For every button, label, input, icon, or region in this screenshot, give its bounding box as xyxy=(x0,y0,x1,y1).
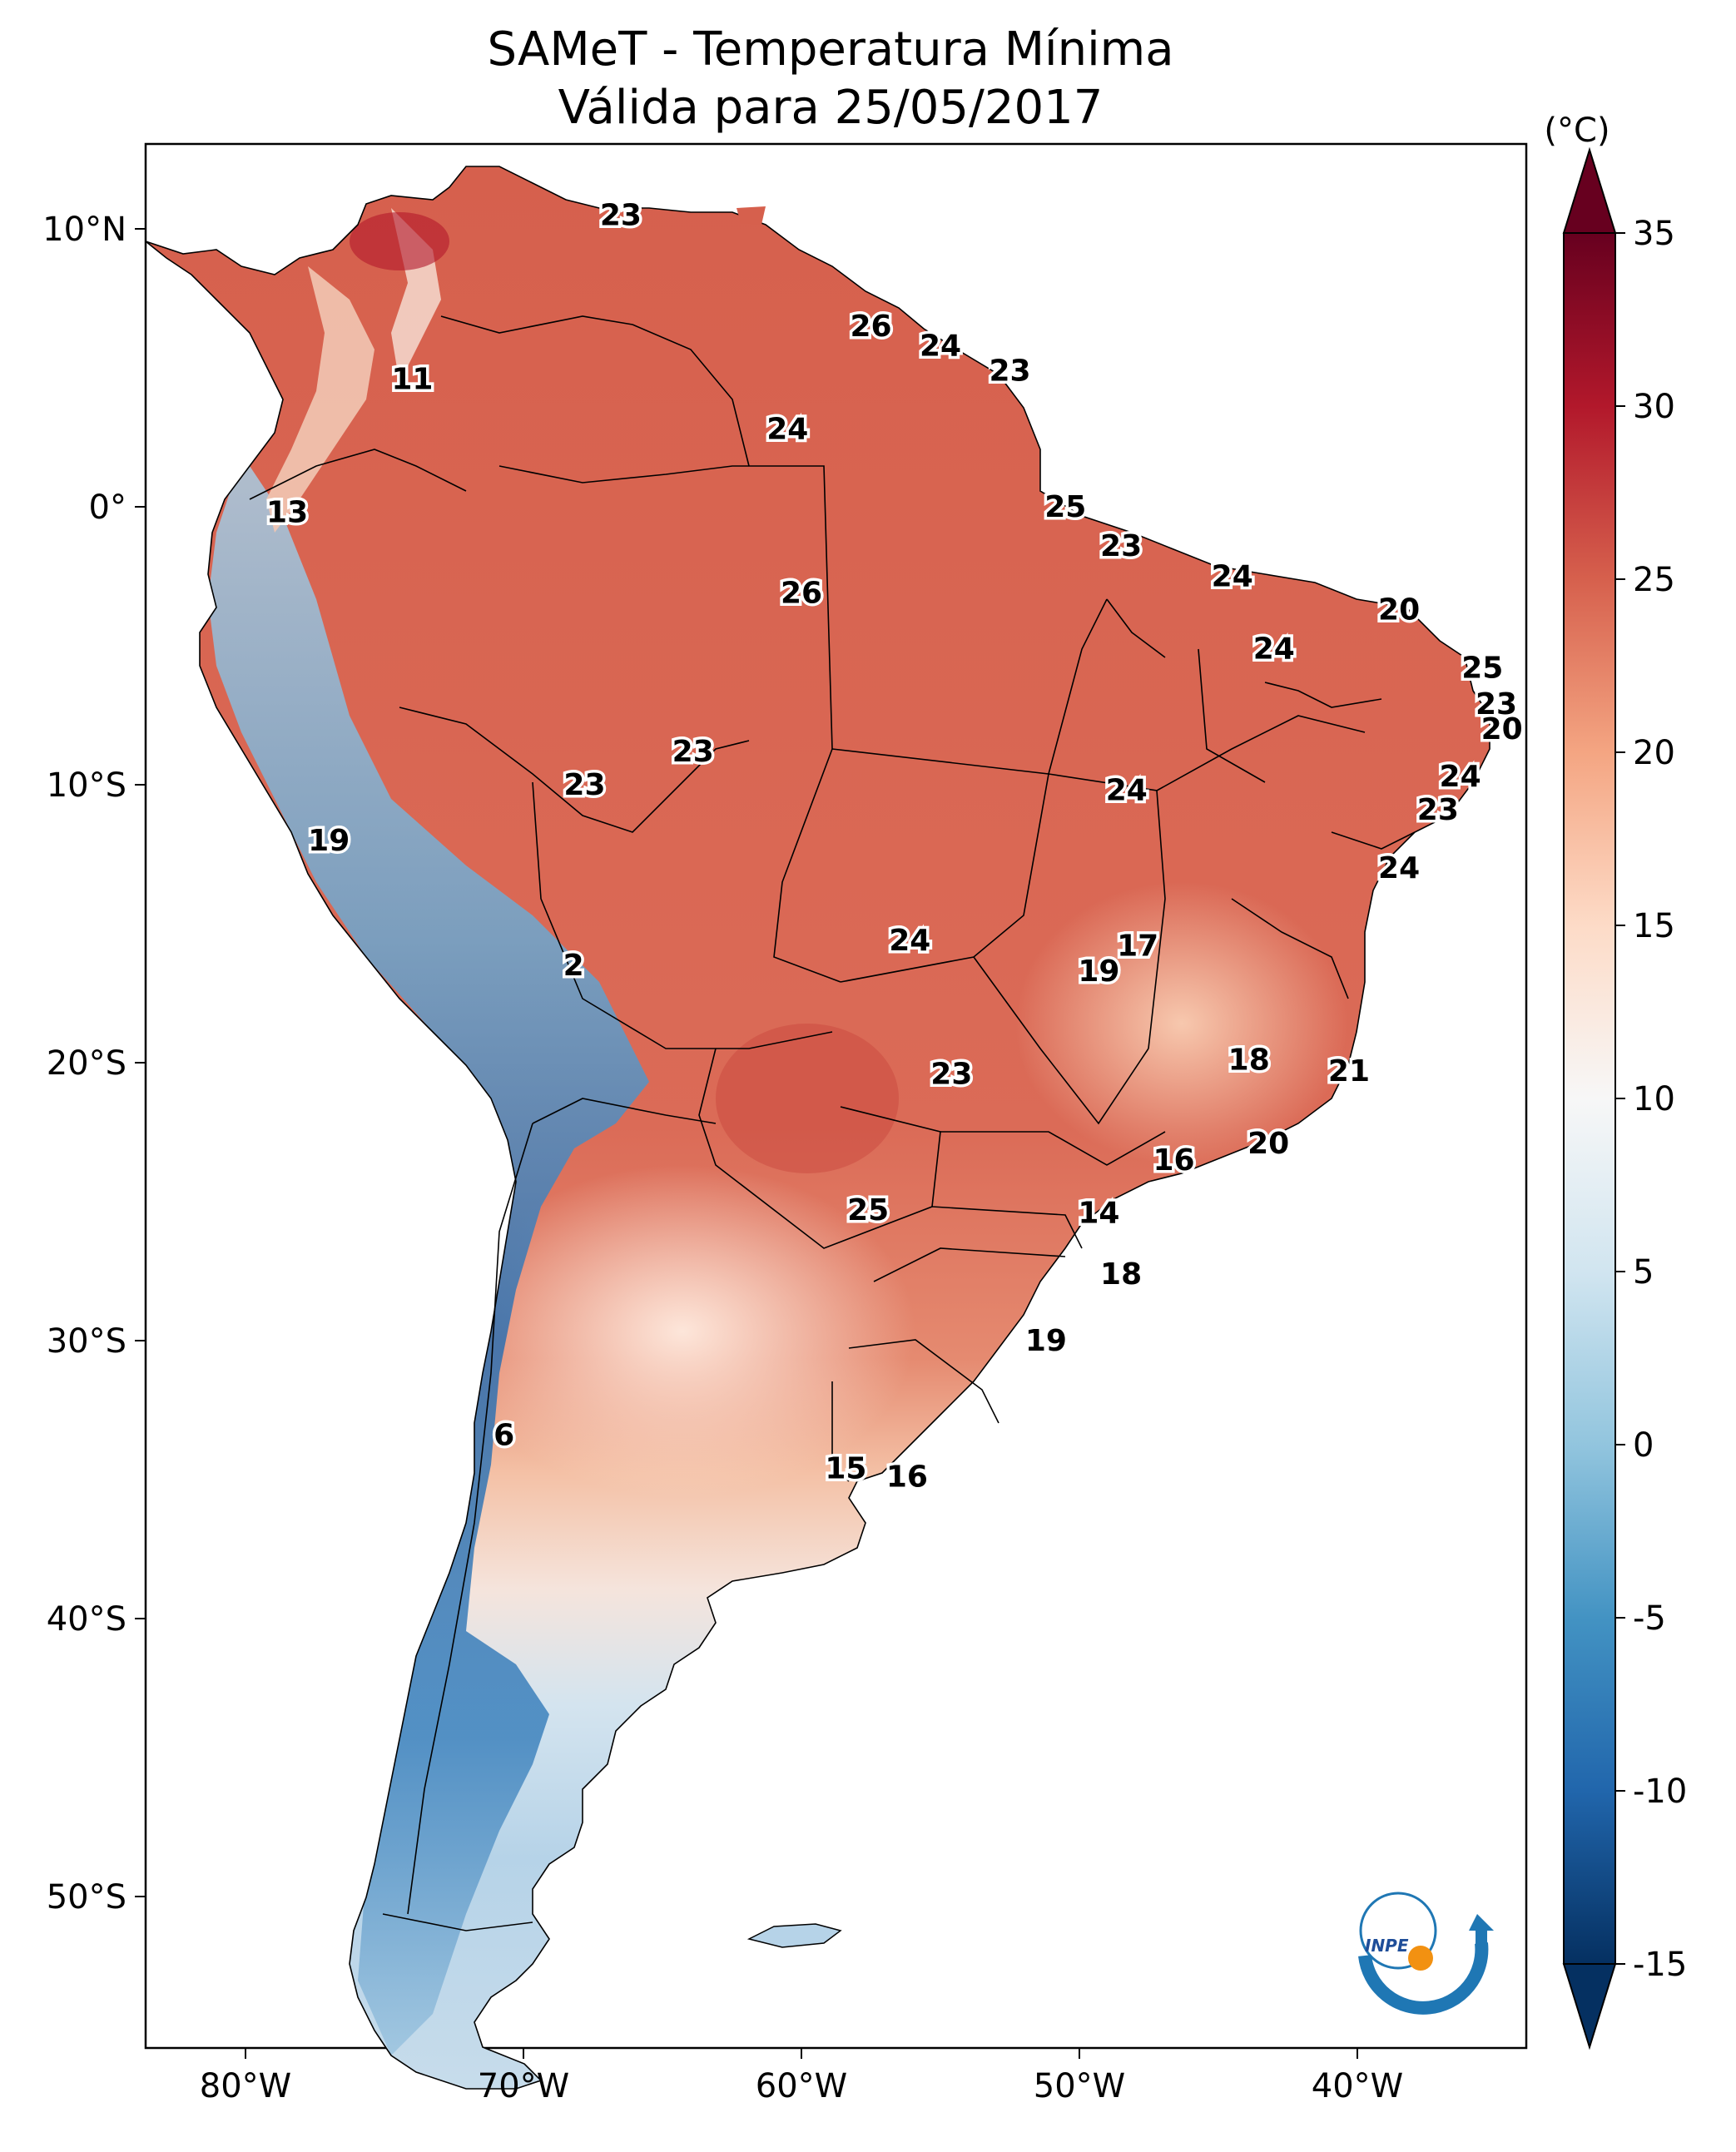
colorbar-tick-label: -15 xyxy=(1633,1946,1687,1984)
colorbar-tick-label: -5 xyxy=(1633,1599,1666,1638)
logo-arrow-icon xyxy=(1469,1914,1494,1931)
islands xyxy=(737,206,842,1948)
lon-tick-label: 70°W xyxy=(478,2067,569,2105)
colorbar-tick-label: 5 xyxy=(1633,1253,1654,1292)
political-borders xyxy=(249,315,1416,1931)
colorbar-tick-label: 35 xyxy=(1633,215,1675,253)
station-value-label: 6 xyxy=(494,1419,514,1453)
station-value-label: 16 xyxy=(886,1460,928,1495)
temperature-field xyxy=(145,166,1490,2090)
station-value-label: 23 xyxy=(1417,793,1459,827)
colorbar-gradient xyxy=(1563,232,1616,1965)
station-value-label: 14 xyxy=(1078,1196,1119,1230)
colorbar-tick-label: 20 xyxy=(1633,734,1675,772)
colorbar-unit: (°C) xyxy=(1544,112,1610,150)
logo-text: INPE xyxy=(1365,1936,1409,1956)
lon-tick-label: 40°W xyxy=(1312,2067,1403,2105)
station-value-label: 21 xyxy=(1328,1054,1370,1088)
station-value-label: 24 xyxy=(889,924,930,958)
station-value-label: 16 xyxy=(1153,1143,1195,1178)
lat-tick-label: 0° xyxy=(89,488,126,527)
colorbar-ticks: 35 30 25 20 15 10 5 0 -5 -10 -15 xyxy=(1615,215,1687,1984)
station-value-label: 19 xyxy=(308,824,350,858)
colorbar-tick-label: 15 xyxy=(1633,907,1675,945)
lat-tick-label: 40°S xyxy=(47,1600,126,1639)
station-value-label: 11 xyxy=(391,362,433,396)
station-value-label: 20 xyxy=(1247,1127,1289,1161)
station-value-label: 23 xyxy=(672,735,714,769)
station-value-label: 20 xyxy=(1378,593,1420,627)
station-value-label: 13 xyxy=(266,496,308,530)
station-value-label: 15 xyxy=(825,1452,866,1486)
lon-tick-label: 50°W xyxy=(1034,2067,1125,2105)
map-title-line2: Válida para 25/05/2017 xyxy=(558,81,1104,135)
colorbar: (°C) 35 30 25 20 15 10 5 0 -5 -10 -15 xyxy=(1544,112,1687,2050)
colorbar-tick-label: 10 xyxy=(1633,1080,1675,1118)
station-value-label: 19 xyxy=(1078,955,1119,989)
station-value-label: 19 xyxy=(1025,1324,1067,1358)
station-value-label: 2 xyxy=(563,949,584,983)
lat-tick-label: 20°S xyxy=(47,1044,126,1083)
station-value-label: 26 xyxy=(781,577,822,611)
station-value-label: 25 xyxy=(847,1193,889,1227)
station-value-label: 18 xyxy=(1228,1044,1270,1078)
station-value-label: 25 xyxy=(1461,652,1503,686)
lon-tick-label: 60°W xyxy=(756,2067,847,2105)
colorbar-tick-label: -10 xyxy=(1633,1773,1687,1811)
lat-tick-label: 50°S xyxy=(47,1878,126,1916)
logo-sun-icon xyxy=(1408,1946,1433,1971)
lon-tick-label: 80°W xyxy=(200,2067,291,2105)
station-value-label: 18 xyxy=(1100,1257,1142,1292)
colorbar-tick-label: 25 xyxy=(1633,561,1675,599)
colorbar-tick-label: 30 xyxy=(1633,388,1675,426)
station-value-label: 23 xyxy=(930,1057,972,1091)
lat-tick-label: 30°S xyxy=(47,1322,126,1361)
station-value-label: 20 xyxy=(1481,712,1523,746)
latitude-axis: 10°N 0° 10°S 20°S 30°S 40°S 50°S xyxy=(42,211,146,1916)
station-value-label: 25 xyxy=(1044,490,1086,524)
station-value-label: 24 xyxy=(1106,774,1148,808)
station-value-label: 23 xyxy=(600,198,642,232)
station-value-label: 24 xyxy=(1440,760,1481,794)
colorbar-max-arrow xyxy=(1562,146,1617,234)
station-value-label: 23 xyxy=(563,768,605,802)
station-value-label: 24 xyxy=(920,329,961,363)
station-value-label: 24 xyxy=(1212,560,1253,594)
inpe-logo: INPE xyxy=(1358,1892,1494,2015)
colorbar-tick-label: 0 xyxy=(1633,1426,1654,1465)
longitude-axis: 80°W 70°W 60°W 50°W 40°W xyxy=(200,2048,1403,2105)
station-value-label: 24 xyxy=(1253,632,1295,666)
lat-tick-label: 10°N xyxy=(42,211,126,249)
station-value-label: 23 xyxy=(1100,529,1142,563)
station-value-label: 17 xyxy=(1117,930,1158,964)
station-value-label: 24 xyxy=(1378,851,1420,885)
station-value-label: 24 xyxy=(766,412,808,446)
station-value-label: 23 xyxy=(1476,687,1517,721)
lat-tick-label: 10°S xyxy=(47,766,126,805)
station-value-label: 23 xyxy=(989,354,1030,388)
logo-arc-icon xyxy=(1358,1942,1489,2015)
map-title-line1: SAMeT - Temperatura Mínima xyxy=(487,22,1173,77)
station-value-label: 26 xyxy=(850,310,891,344)
colorbar-min-arrow xyxy=(1562,1963,1617,2050)
